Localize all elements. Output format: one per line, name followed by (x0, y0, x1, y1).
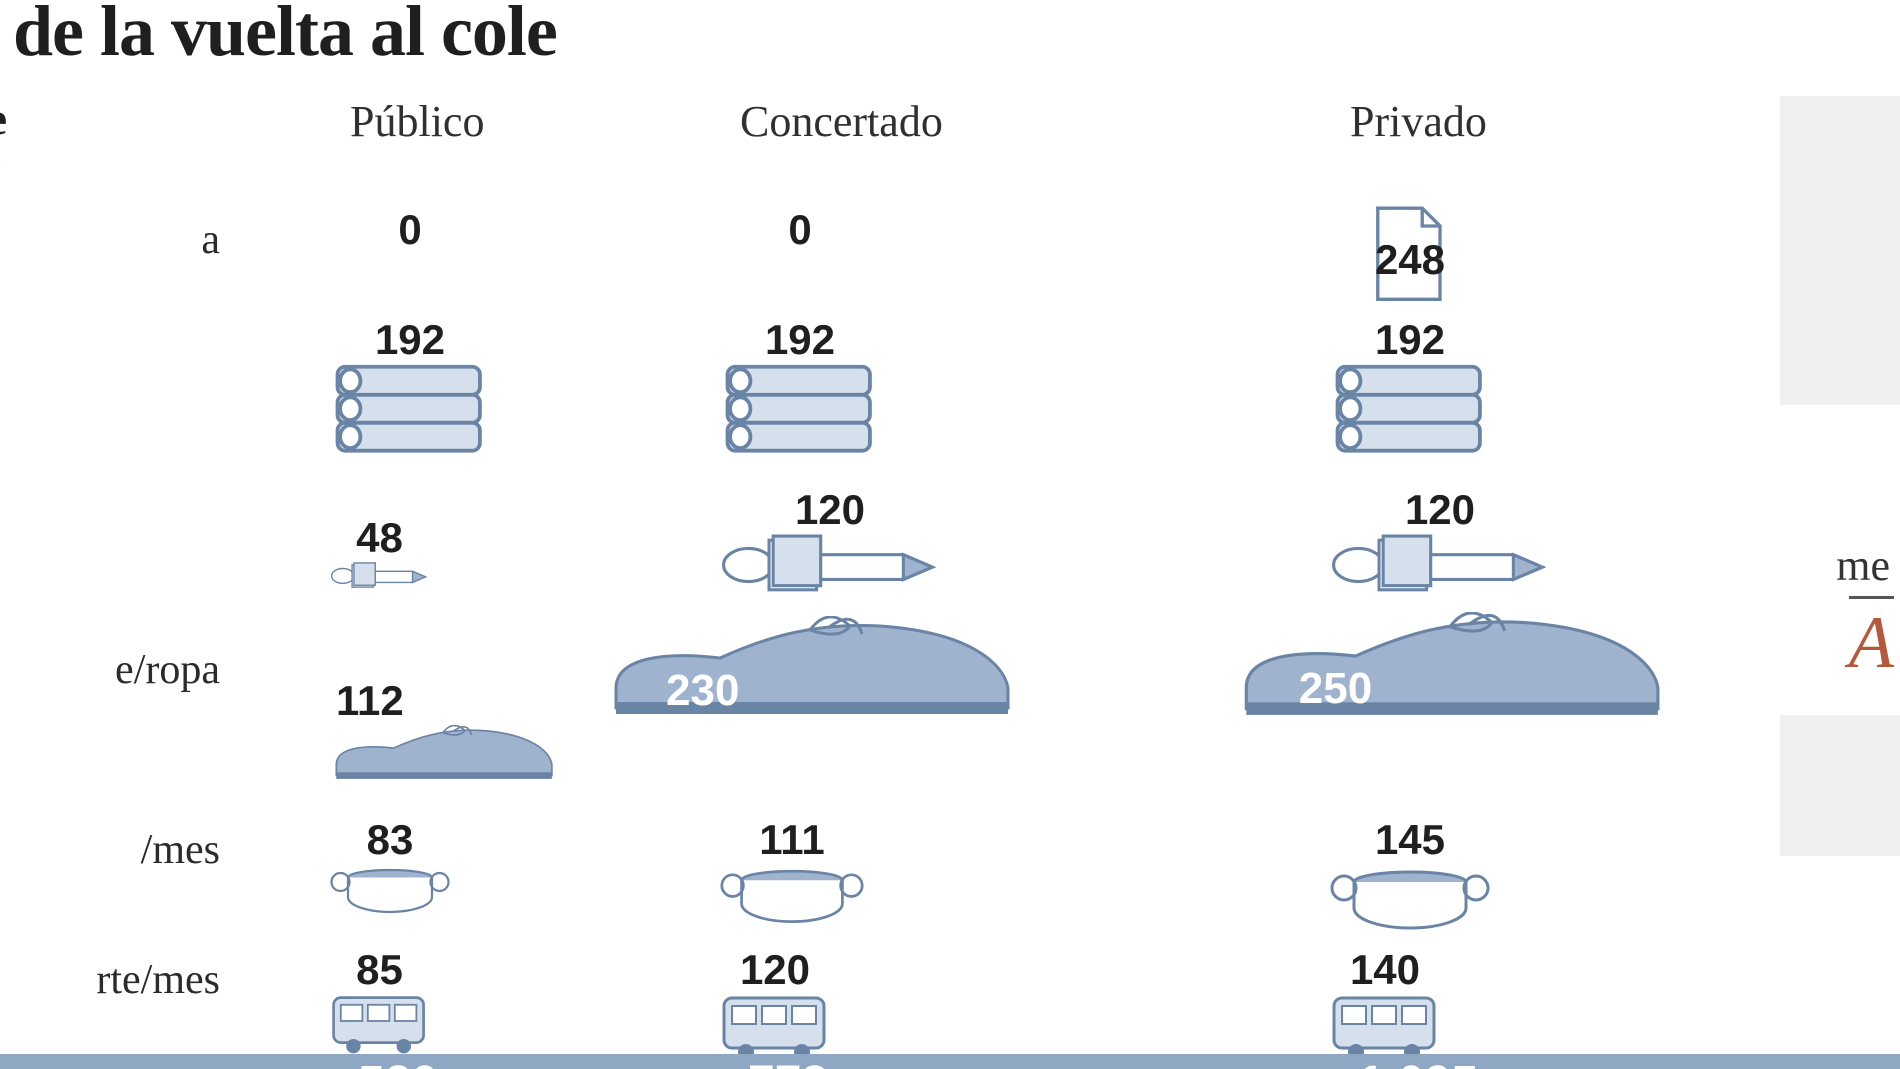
total-publico: 520 (358, 1056, 438, 1069)
cell-value: 230 (666, 666, 739, 716)
cell-material-concertado: 120 (720, 486, 940, 601)
cell-value: 120 (720, 946, 830, 994)
cell-ropa-publico: 112 (330, 677, 556, 785)
cell-value: 0 (330, 206, 490, 254)
cell-material-privado: 120 (1330, 486, 1550, 601)
cell-matricula-concertado: 0 (720, 206, 880, 254)
bus-icon (720, 994, 830, 1062)
row-label-comedor: /mes (0, 826, 220, 874)
row-label-transporte: rte/mes (0, 956, 220, 1004)
totals-bar (0, 1054, 1900, 1069)
total-concertado: 773 (748, 1056, 828, 1069)
cell-value: 48 (330, 514, 429, 562)
page-title: oste de la vuelta al cole (0, 0, 557, 73)
cell-matricula-publico: 0 (330, 206, 490, 254)
cell-value: 192 (1330, 316, 1490, 364)
cell-transporte-publico: 85 (330, 946, 429, 1060)
pencil-icon (330, 562, 429, 590)
pencil-icon (1330, 534, 1550, 596)
column-header-publico: Público (350, 96, 484, 147)
cell-value: 85 (330, 946, 429, 994)
cell-value: 0 (720, 206, 880, 254)
books-icon (335, 364, 485, 456)
page: oste de la vuelta al cole glose 011) me … (0, 0, 1900, 1069)
column-header-privado: Privado (1350, 96, 1487, 147)
bus-icon (330, 994, 429, 1055)
cell-value: 192 (720, 316, 880, 364)
pencil-icon (720, 534, 940, 596)
cell-value: 120 (720, 486, 940, 534)
cell-ropa-privado: 250 (1240, 612, 1660, 722)
sidebar-card-big: A (1849, 596, 1894, 686)
bus-icon (1330, 994, 1440, 1062)
cell-comedor-publico: 83 (330, 816, 450, 922)
cell-value: 140 (1330, 946, 1440, 994)
cell-libros-privado: 192 (1330, 316, 1490, 461)
shoe-icon (333, 725, 553, 780)
cell-matricula-privado: 248 (1330, 206, 1490, 311)
cell-transporte-privado: 140 (1330, 946, 1440, 1067)
cell-comedor-concertado: 111 (720, 816, 864, 932)
cell-value: 83 (330, 816, 450, 864)
pot-icon (330, 864, 450, 917)
cell-value: 145 (1330, 816, 1490, 864)
cell-libros-concertado: 192 (720, 316, 880, 461)
cell-value: 111 (720, 816, 864, 864)
sidebar-card-text: me (1836, 540, 1890, 591)
cell-ropa-concertado: 230 (610, 616, 1010, 721)
cell-material-publico: 48 (330, 514, 429, 595)
subtitle-year: 011) (0, 140, 2, 187)
row-label-ropa: e/ropa (0, 646, 220, 694)
cell-value: 112 (330, 677, 556, 725)
books-icon (725, 364, 875, 456)
cell-value: 120 (1330, 486, 1550, 534)
cell-value: 248 (1330, 236, 1490, 284)
cell-transporte-concertado: 120 (720, 946, 830, 1067)
cell-value: 192 (330, 316, 490, 364)
total-privado: 1.095 (1358, 1056, 1478, 1069)
column-header-concertado: Concertado (740, 96, 943, 147)
row-label-matricula: a (0, 216, 220, 264)
pot-icon (720, 864, 864, 927)
subtitle: glose (0, 92, 7, 145)
cell-value: 250 (1299, 664, 1372, 714)
cell-comedor-privado: 145 (1330, 816, 1490, 939)
cell-libros-publico: 192 (330, 316, 490, 461)
books-icon (1335, 364, 1485, 456)
pot-icon (1330, 864, 1490, 934)
